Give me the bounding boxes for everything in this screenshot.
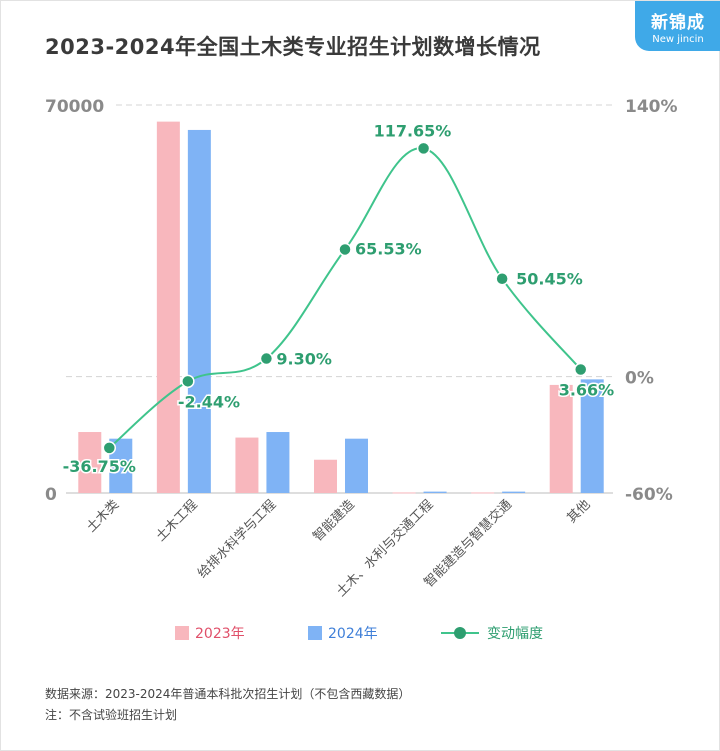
bar-2024年-5	[502, 491, 526, 493]
legend-line-marker	[441, 626, 479, 640]
x-tick-label: 土木类	[84, 497, 122, 535]
bar-2023年-5	[471, 492, 495, 494]
change-point-4	[416, 141, 431, 156]
change-label-4: 117.65%	[374, 121, 452, 140]
change-label-3: 65.53%	[355, 239, 422, 258]
change-point-3	[338, 242, 352, 257]
legend-label-2024: 2024年	[328, 626, 378, 642]
bar-2023年-6	[549, 384, 573, 493]
bar-2024年-2	[266, 432, 290, 493]
x-tick-label: 智能建造	[310, 497, 357, 544]
legend-swatch-2023	[175, 626, 189, 640]
legend-item-change: 变动幅度	[441, 623, 543, 643]
y-left-tick-label: 0	[45, 485, 57, 505]
bar-2023年-3	[314, 459, 337, 493]
x-tick-label: 土木工程	[153, 497, 200, 544]
y-right-tick-label: -60%	[625, 485, 673, 505]
x-tick-label: 智能建造与智慧交通	[421, 497, 515, 591]
change-point-1	[181, 374, 195, 389]
legend-swatch-2024	[308, 626, 322, 640]
page-title: 2023-2024年全国土木类专业招生计划数增长情况	[45, 35, 541, 59]
exclusion-note: 注：不含试验班招生计划	[45, 708, 178, 722]
bar-2024年-6	[580, 379, 604, 493]
logo-en: New jincin	[652, 34, 704, 45]
change-label-1: -2.44%	[178, 392, 240, 411]
legend-label-change: 变动幅度	[487, 626, 543, 642]
legend-item-2023: 2023年	[175, 623, 245, 643]
change-label-0: -36.75%	[63, 457, 136, 476]
change-point-2	[259, 351, 274, 366]
logo-cn: 新锦成	[651, 13, 705, 33]
bar-2024年-3	[345, 438, 368, 493]
bar-2023年-1	[156, 121, 180, 493]
x-tick-label: 其他	[565, 497, 594, 526]
bar-2023年-2	[235, 437, 259, 493]
legend-item-2024: 2024年	[308, 623, 378, 643]
change-label-6: 3.66%	[559, 380, 615, 399]
change-label-5: 50.45%	[516, 270, 583, 289]
y-right-tick-label: 140%	[625, 97, 678, 117]
change-point-5	[495, 271, 509, 286]
x-tick-label: 给排水科学与工程	[194, 497, 279, 582]
bar-2024年-0	[109, 438, 133, 493]
legend-label-2023: 2023年	[195, 626, 245, 642]
y-right-tick-label: 0%	[625, 369, 654, 389]
bar-2023年-0	[78, 432, 102, 493]
y-left-tick-label: 70000	[45, 97, 104, 117]
bar-2023年-4	[392, 492, 416, 494]
brand-logo: 新锦成 New jincin	[635, 1, 720, 51]
change-label-2: 9.30%	[276, 350, 332, 369]
bar-2024年-1	[187, 129, 211, 493]
change-point-6	[573, 362, 588, 377]
chart-legend: 2023年 2024年 变动幅度	[1, 623, 720, 647]
source-note: 数据来源：2023-2024年普通本科批次招生计划（不包含西藏数据）	[45, 687, 411, 701]
footnotes: 数据来源：2023-2024年普通本科批次招生计划（不包含西藏数据） 注：不含试…	[45, 684, 410, 726]
change-point-0	[102, 441, 117, 455]
bar-2024年-4	[423, 491, 447, 493]
